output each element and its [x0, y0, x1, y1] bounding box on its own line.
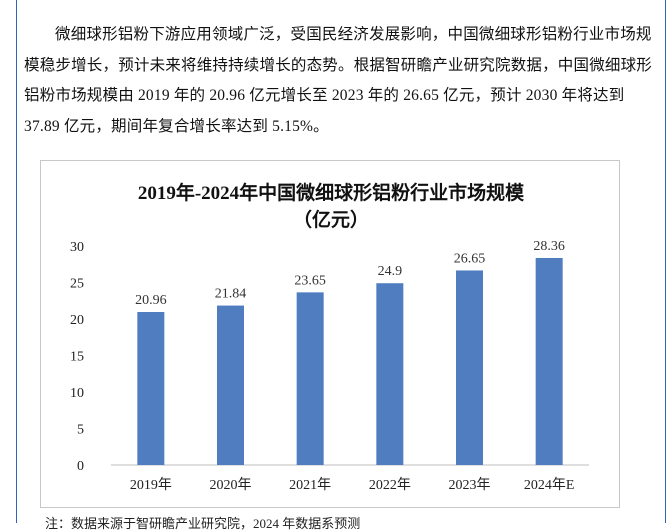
- y-tick-label: 30: [70, 240, 84, 255]
- chart-subtitle: （亿元）: [292, 210, 369, 231]
- bar-chart: 0 5 10 15 20 25 30 20.96 2019年 21.84 2020年 23.65 202…: [70, 239, 589, 493]
- y-tick-label: 5: [77, 423, 84, 438]
- y-tick-label: 15: [70, 350, 84, 365]
- x-tick-label: 2024年E: [524, 477, 575, 493]
- y-tick-label: 25: [70, 277, 84, 292]
- bar: [376, 283, 404, 465]
- data-label: 20.96: [135, 293, 167, 308]
- chart-title: 2019年-2024年中国微细球形铝粉行业市场规模: [137, 183, 525, 204]
- x-tick-label: 2023年: [449, 477, 491, 493]
- x-tick-label: 2022年: [369, 477, 411, 493]
- x-tick-label: 2019年: [130, 477, 172, 493]
- body-paragraph: 微细球形铝粉下游应用领域广泛，受国民经济发展影响，中国微细球形铝粉行业市场规模稳…: [24, 26, 653, 135]
- y-tick-label: 10: [70, 386, 84, 401]
- bar: [137, 311, 165, 465]
- data-label: 21.84: [215, 287, 247, 302]
- bar: [217, 305, 244, 465]
- bar: [535, 257, 563, 465]
- data-label: 26.65: [454, 251, 486, 266]
- chart-container: 2019年-2024年中国微细球形铝粉行业市场规模 （亿元） 0 5 10 15 20 2…: [40, 160, 620, 508]
- y-tick-label: 20: [70, 313, 84, 328]
- bar: [296, 292, 324, 465]
- x-tick-label: 2021年: [289, 477, 331, 493]
- data-label: 23.65: [294, 273, 326, 288]
- y-tick-label: 0: [77, 459, 84, 474]
- page-border: [16, 0, 666, 523]
- x-tick-label: 2020年: [210, 477, 252, 493]
- data-label: 24.9: [378, 264, 403, 279]
- bar: [456, 270, 483, 465]
- data-label: 28.36: [533, 239, 565, 254]
